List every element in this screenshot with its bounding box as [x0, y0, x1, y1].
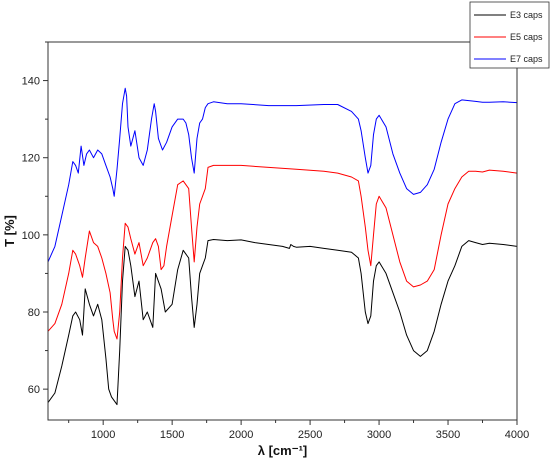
legend-box — [469, 1, 550, 69]
y-tick-label: 140 — [22, 76, 40, 88]
plot-frame — [47, 41, 518, 421]
x-tick-label: 2500 — [298, 429, 322, 441]
legend-label: E7 caps — [510, 54, 543, 64]
series-line-e7-caps — [47, 87, 518, 263]
y-tick-label: 120 — [22, 153, 40, 165]
series-line-e5-caps — [47, 164, 518, 340]
y-tick-label: 100 — [22, 230, 40, 242]
x-tick-label: 2000 — [229, 429, 253, 441]
x-tick-labels: 1000 1500 2000 2500 3000 3500 4000 — [91, 429, 529, 441]
x-tick-label: 1500 — [160, 429, 184, 441]
legend: E3 caps E5 caps E7 caps — [469, 1, 550, 69]
series-line-e3-caps — [47, 239, 518, 406]
x-tick-label: 4000 — [505, 429, 529, 441]
y-tick-label: 80 — [28, 307, 40, 319]
axis-ticks — [43, 41, 518, 425]
x-tick-label: 3500 — [436, 429, 460, 441]
x-tick-label: 3000 — [367, 429, 391, 441]
series-lines — [47, 87, 518, 406]
x-axis-title: λ [cm⁻¹] — [258, 443, 307, 458]
legend-label: E5 caps — [510, 32, 543, 42]
x-tick-label: 1000 — [91, 429, 115, 441]
y-tick-label: 60 — [28, 384, 40, 396]
legend-label: E3 caps — [510, 10, 543, 20]
y-axis-title: T [%] — [2, 215, 17, 247]
y-tick-labels: 60 80 100 120 140 — [22, 76, 40, 397]
